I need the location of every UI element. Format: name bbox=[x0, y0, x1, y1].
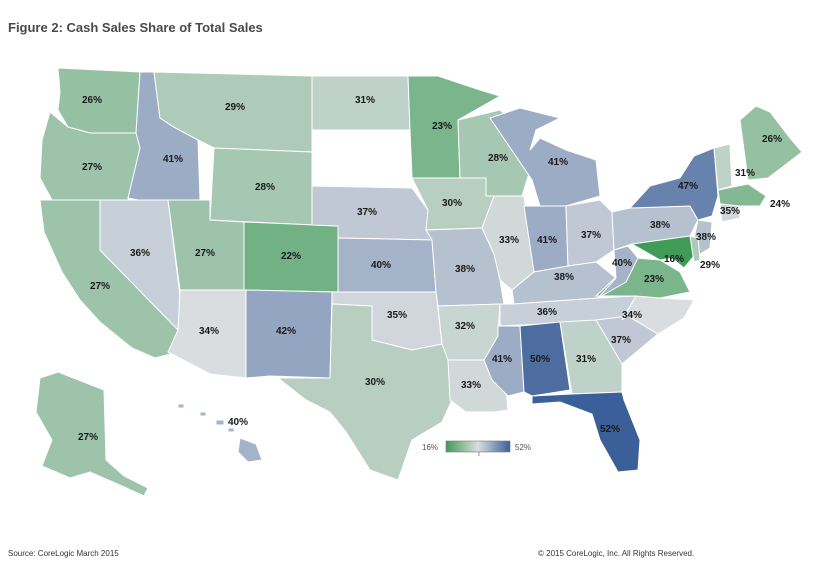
state-va[interactable] bbox=[594, 257, 691, 299]
label-hi: 40% bbox=[228, 417, 248, 428]
state-value-labels: 26% 27% 27% 41% 36% 29% 28% 27% 34% 22% … bbox=[78, 95, 790, 443]
label-mo: 38% bbox=[455, 264, 475, 275]
label-md: 16% bbox=[664, 254, 684, 265]
state-ak[interactable] bbox=[35, 371, 149, 497]
color-legend: 16% 52% bbox=[422, 440, 531, 456]
label-fl: 52% bbox=[600, 424, 620, 435]
label-tx: 30% bbox=[365, 377, 385, 388]
label-ky: 38% bbox=[554, 272, 574, 283]
label-nd: 31% bbox=[355, 95, 375, 106]
state-nh[interactable] bbox=[729, 135, 745, 187]
label-co: 22% bbox=[281, 251, 301, 262]
label-de: 29% bbox=[700, 260, 720, 271]
state-hi-isle-1 bbox=[177, 403, 185, 409]
label-nc: 34% bbox=[622, 310, 642, 321]
source-note: Source: CoreLogic March 2015 bbox=[8, 549, 119, 558]
label-pa: 38% bbox=[650, 220, 670, 231]
state-me[interactable] bbox=[739, 105, 803, 181]
label-nj: 38% bbox=[696, 232, 716, 243]
state-wv[interactable] bbox=[597, 245, 639, 299]
label-tn: 36% bbox=[537, 307, 557, 318]
label-mi: 41% bbox=[548, 157, 568, 168]
label-ny: 47% bbox=[678, 181, 698, 192]
state-al[interactable] bbox=[519, 321, 571, 397]
state-shapes bbox=[35, 67, 803, 497]
label-la: 33% bbox=[461, 380, 481, 391]
label-va: 23% bbox=[644, 274, 664, 285]
label-ia: 30% bbox=[442, 198, 462, 209]
label-wy: 28% bbox=[255, 182, 275, 193]
legend-min-label: 16% bbox=[422, 443, 438, 452]
label-sc: 37% bbox=[611, 335, 631, 346]
state-nm[interactable] bbox=[245, 289, 333, 379]
map-title: Figure 2: Cash Sales Share of Total Sale… bbox=[8, 20, 263, 35]
state-sd[interactable] bbox=[311, 129, 413, 189]
label-ks: 40% bbox=[371, 260, 391, 271]
label-nv: 36% bbox=[130, 248, 150, 259]
label-me: 26% bbox=[762, 134, 782, 145]
state-ri[interactable] bbox=[737, 205, 749, 219]
label-ut: 27% bbox=[195, 248, 215, 259]
label-wv: 40% bbox=[612, 258, 632, 269]
label-oh: 37% bbox=[581, 230, 601, 241]
legend-gradient-bar bbox=[445, 440, 511, 453]
label-az: 34% bbox=[199, 326, 219, 337]
copyright-note: © 2015 CoreLogic, Inc. All Rights Reserv… bbox=[538, 549, 695, 558]
label-wa: 26% bbox=[82, 95, 102, 106]
state-hi-isle-3 bbox=[215, 419, 225, 426]
state-hi[interactable] bbox=[237, 437, 263, 463]
state-de[interactable] bbox=[689, 235, 701, 263]
label-al: 50% bbox=[530, 354, 550, 365]
label-il: 33% bbox=[499, 235, 519, 246]
label-nm: 42% bbox=[276, 326, 296, 337]
label-ct: 35% bbox=[720, 206, 740, 217]
state-tx[interactable] bbox=[276, 303, 453, 481]
legend-max-label: 52% bbox=[515, 443, 531, 452]
label-in: 41% bbox=[537, 235, 557, 246]
label-mt: 29% bbox=[225, 102, 245, 113]
label-ok: 35% bbox=[387, 310, 407, 321]
label-ca: 27% bbox=[90, 281, 110, 292]
label-ma: 24% bbox=[770, 199, 790, 210]
label-or: 27% bbox=[82, 162, 102, 173]
label-vt: 31% bbox=[735, 168, 755, 179]
label-ak: 27% bbox=[78, 432, 98, 443]
label-mn: 23% bbox=[432, 121, 452, 132]
label-ne: 37% bbox=[357, 207, 377, 218]
label-ar: 32% bbox=[455, 321, 475, 332]
label-ms: 41% bbox=[492, 354, 512, 365]
label-wi: 28% bbox=[488, 153, 508, 164]
label-ga: 31% bbox=[576, 354, 596, 365]
state-hi-isle-4 bbox=[227, 427, 235, 433]
state-hi-isle-2 bbox=[199, 411, 207, 417]
state-fl[interactable] bbox=[531, 391, 641, 473]
label-id: 41% bbox=[163, 154, 183, 165]
